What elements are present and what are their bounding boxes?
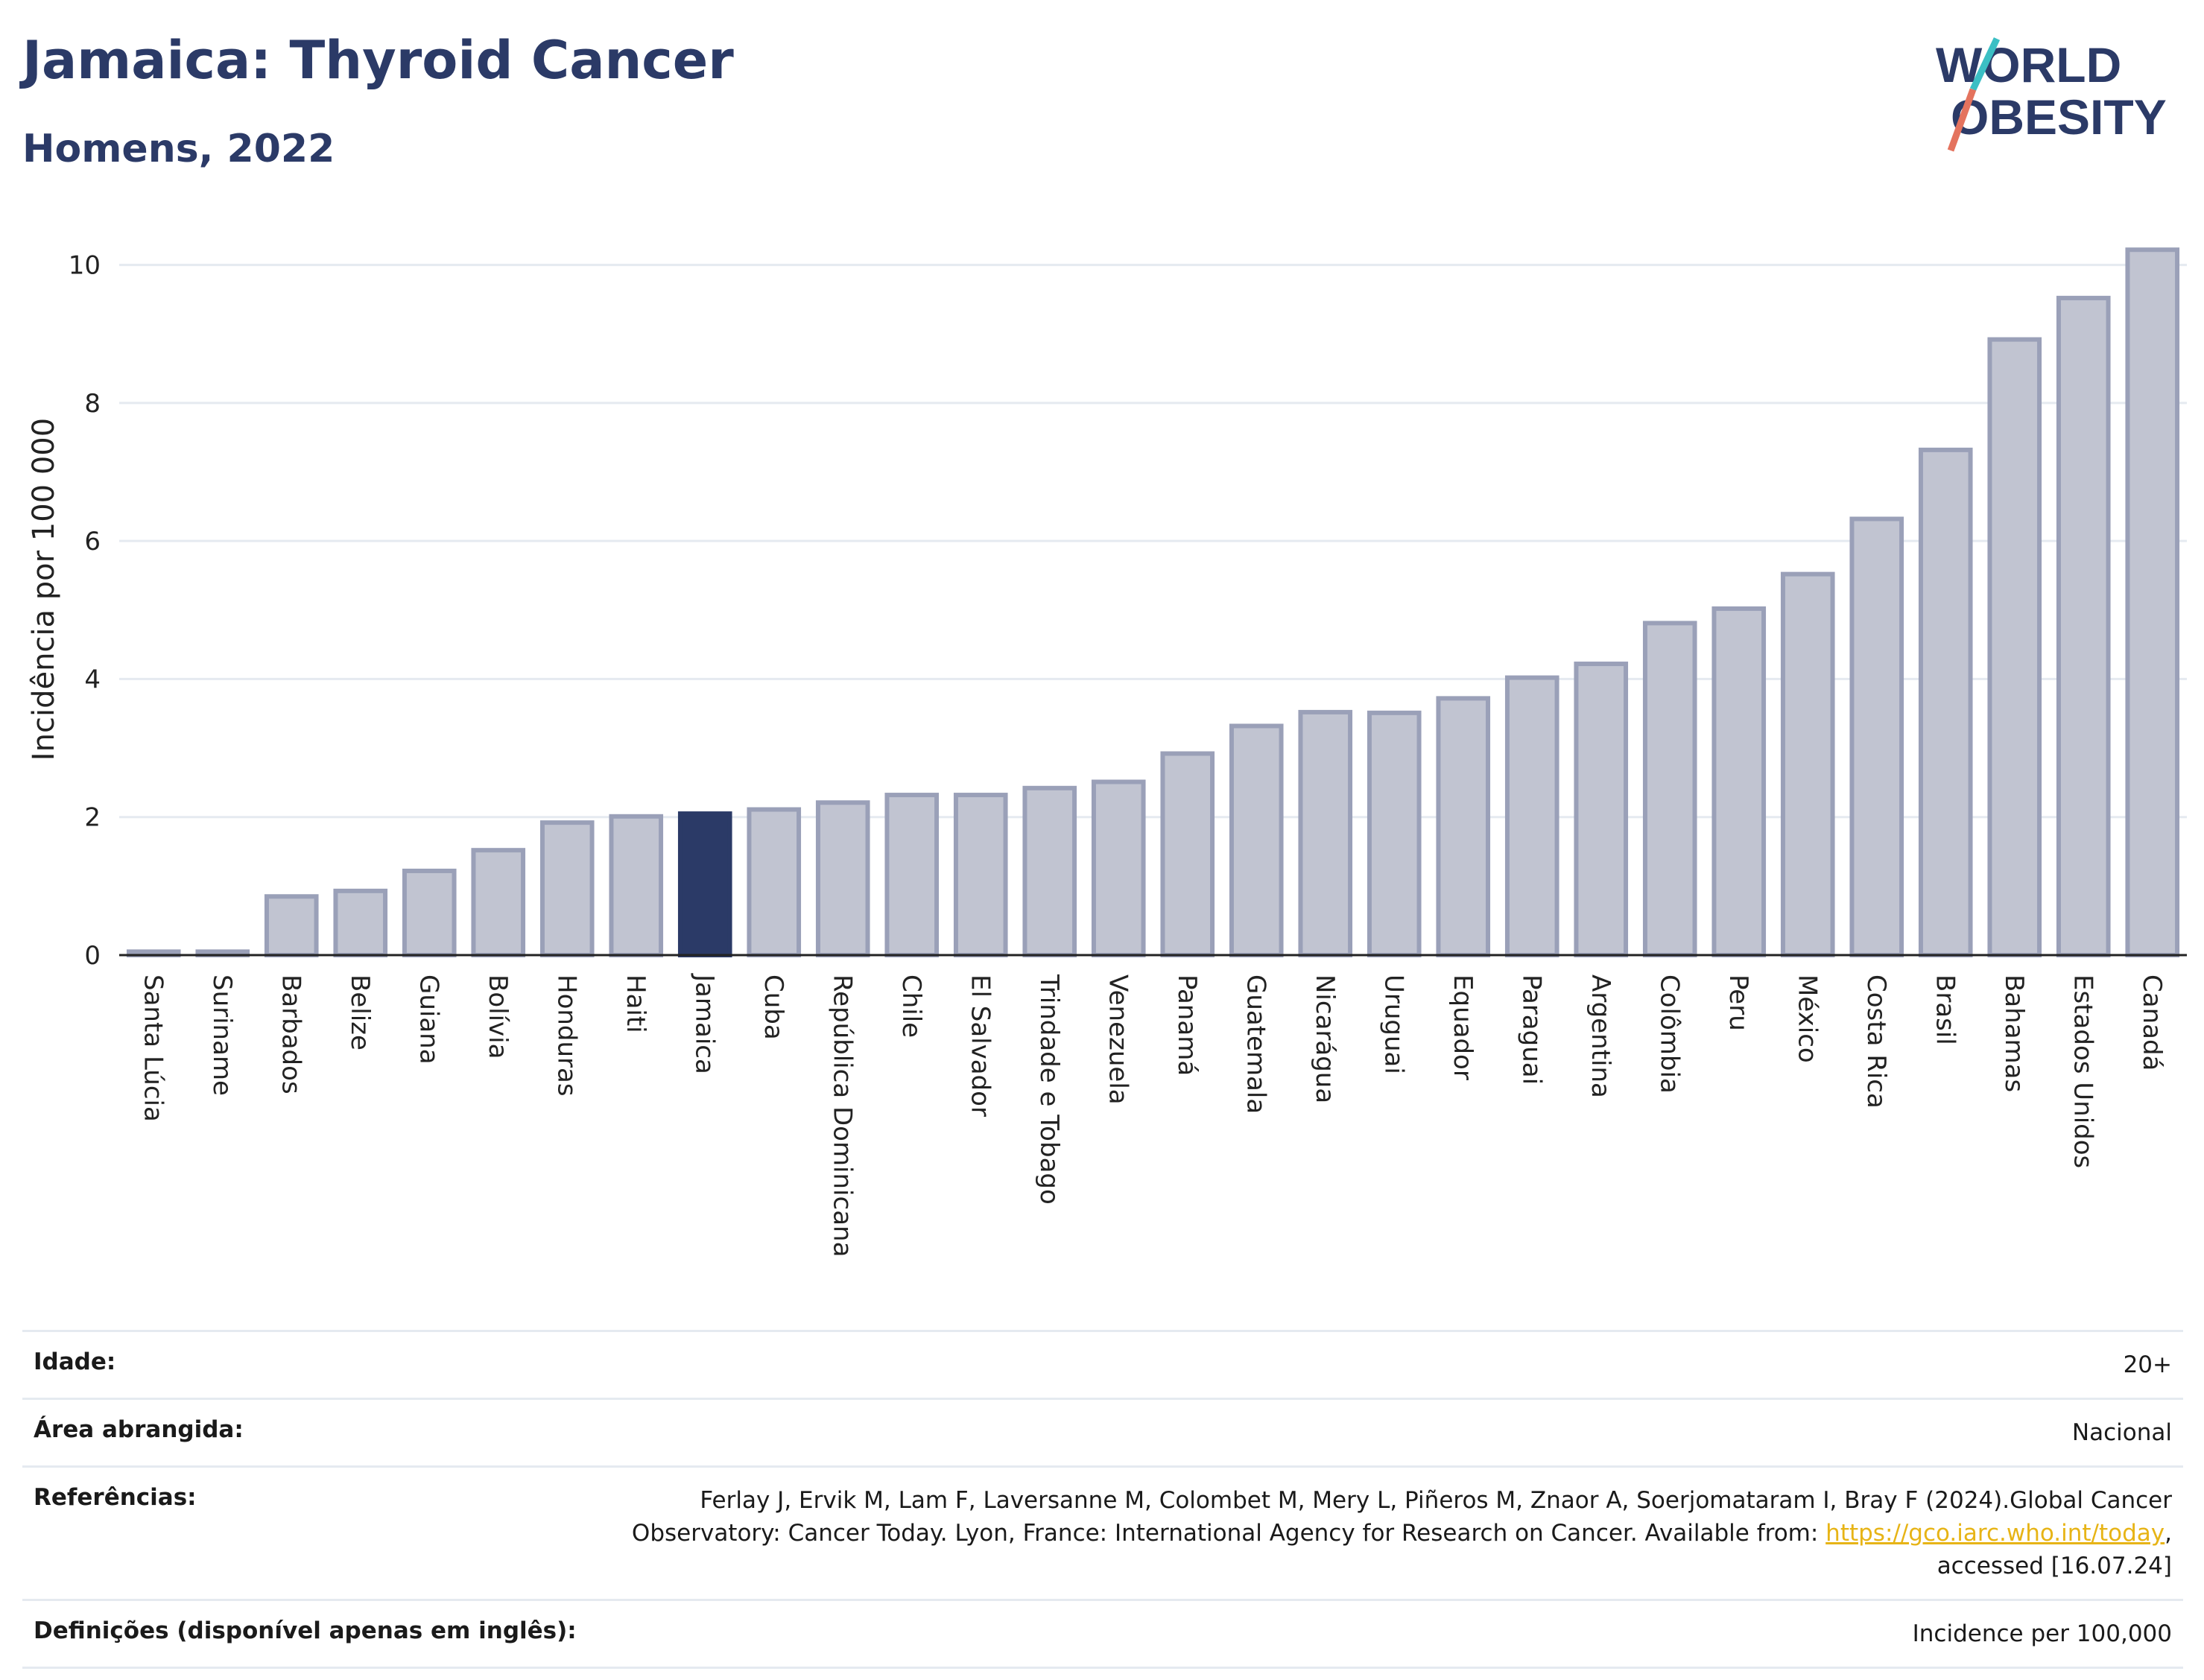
- bar: [1229, 723, 1284, 957]
- x-tick-label: Canadá: [2137, 974, 2167, 1071]
- definitions-value: Incidence per 100,000: [587, 1599, 2183, 1669]
- area-value: Nacional: [587, 1398, 2183, 1467]
- x-tick-label: Estados Unidos: [2068, 974, 2097, 1168]
- x-tick-labels: Santa Lúcia Suriname Barbados Belize Guiana B…: [138, 973, 2167, 1257]
- x-tick-label: Haiti: [621, 974, 650, 1033]
- bar: [1780, 571, 1835, 958]
- bar: [677, 811, 732, 958]
- x-tick-label: Belize: [345, 974, 375, 1050]
- bar: [1918, 447, 1973, 957]
- info-row-references: Referências: Ferlay J, Ervik M, Lam F, L…: [22, 1465, 2183, 1600]
- bar: [1711, 606, 1767, 957]
- x-tick-label: Costa Rica: [1861, 974, 1891, 1109]
- y-tick-label: 2: [84, 803, 101, 833]
- x-tick-label: Equador: [1448, 974, 1478, 1080]
- x-tick-label: México: [1792, 974, 1822, 1063]
- references-link[interactable]: https://gco.iarc.who.int/today: [1825, 1520, 2165, 1547]
- info-row-definitions: Definições (disponível apenas em inglês)…: [22, 1599, 2183, 1669]
- x-tick-label: Honduras: [551, 974, 581, 1097]
- x-tick-label: Barbados: [276, 974, 305, 1094]
- logo-slash-teal: [1969, 37, 2001, 91]
- y-tick-label: 0: [84, 941, 101, 971]
- x-tick-label: El Salvador: [965, 974, 995, 1117]
- references-label: Referências:: [22, 1465, 588, 1600]
- references-accessed: , accessed [16.07.24]: [1937, 1520, 2172, 1579]
- bar: [402, 868, 457, 958]
- age-value: 20+: [587, 1330, 2183, 1399]
- x-tick-label: Nicarágua: [1310, 974, 1340, 1103]
- references-text: Ferlay J, Ervik M, Lam F, Laversanne M, …: [631, 1487, 2172, 1547]
- definitions-label: Definições (disponível apenas em inglês)…: [22, 1599, 588, 1669]
- x-tick-label: Jamaica: [689, 973, 719, 1074]
- y-tick-labels: 0 2 4 6 8 10: [69, 251, 101, 971]
- bar: [2125, 247, 2180, 957]
- page-subtitle: Homens, 2022: [22, 127, 335, 171]
- x-tick-label: Guiana: [414, 974, 443, 1065]
- bars: [126, 247, 2180, 958]
- bar: [1987, 337, 2042, 957]
- x-tick-label: Trindade e Tobago: [1034, 974, 1064, 1205]
- bar: [1367, 710, 1422, 957]
- bar: [953, 793, 1008, 957]
- bar: [1574, 662, 1629, 958]
- bar: [1849, 516, 1904, 957]
- y-tick-label: 6: [84, 527, 101, 557]
- logo-text-world: WORLD: [1936, 37, 2121, 92]
- info-table: Idade: 20+ Área abrangida: Nacional Refe…: [22, 1330, 2183, 1669]
- world-obesity-logo: WORLD OBESITY: [1936, 37, 2167, 152]
- x-tick-label: Panamá: [1172, 974, 1202, 1076]
- x-tick-label: Santa Lúcia: [138, 974, 168, 1122]
- bar: [1504, 675, 1559, 957]
- references-value: Ferlay J, Ervik M, Lam F, Laversanne M, …: [587, 1465, 2183, 1600]
- bar: [815, 800, 870, 957]
- bar: [1642, 621, 1697, 957]
- y-tick-label: 4: [84, 665, 101, 694]
- y-tick-label: 10: [69, 251, 101, 281]
- x-tick-label: Colômbia: [1654, 974, 1684, 1094]
- bar: [1436, 696, 1491, 957]
- bar: [609, 814, 664, 957]
- age-label: Idade:: [22, 1330, 588, 1399]
- y-tick-label: 8: [84, 389, 101, 419]
- bar: [884, 793, 940, 957]
- bar: [747, 807, 802, 957]
- x-tick-label: Uruguai: [1378, 974, 1408, 1074]
- bar-chart: 0 2 4 6 8 10 Santa Lúcia Suriname Barbados Beliz…: [27, 247, 2187, 1257]
- x-tick-label: República Dominicana: [827, 974, 857, 1257]
- info-row-age: Idade: 20+: [22, 1330, 2183, 1399]
- x-tick-label: Suriname: [207, 974, 237, 1096]
- x-tick-label: Peru: [1723, 974, 1753, 1031]
- y-axis-label: Incidência por 100 000: [27, 418, 61, 761]
- x-tick-label: Bahamas: [1999, 974, 2029, 1092]
- bar: [1160, 751, 1215, 958]
- bar: [2056, 296, 2111, 957]
- info-row-area: Área abrangida: Nacional: [22, 1398, 2183, 1467]
- x-tick-label: Cuba: [759, 974, 788, 1040]
- x-tick-label: Argentina: [1586, 974, 1615, 1098]
- bar: [1298, 709, 1353, 958]
- x-tick-label: Venezuela: [1103, 974, 1133, 1105]
- bar: [539, 820, 595, 957]
- bar: [1091, 779, 1146, 958]
- bar: [264, 894, 319, 958]
- bar: [333, 888, 388, 957]
- x-tick-label: Bolívia: [483, 974, 513, 1059]
- bar: [1022, 785, 1077, 957]
- area-label: Área abrangida:: [22, 1398, 588, 1467]
- bar: [471, 848, 526, 958]
- x-tick-label: Guatemala: [1241, 974, 1270, 1114]
- logo-text-obesity: OBESITY: [1951, 89, 2167, 145]
- page-title: Jamaica: Thyroid Cancer: [22, 30, 734, 91]
- logo-slash-coral: [1947, 88, 1977, 152]
- x-tick-label: Paraguai: [1516, 974, 1546, 1085]
- x-tick-label: Chile: [896, 974, 926, 1038]
- x-tick-label: Brasil: [1930, 974, 1960, 1045]
